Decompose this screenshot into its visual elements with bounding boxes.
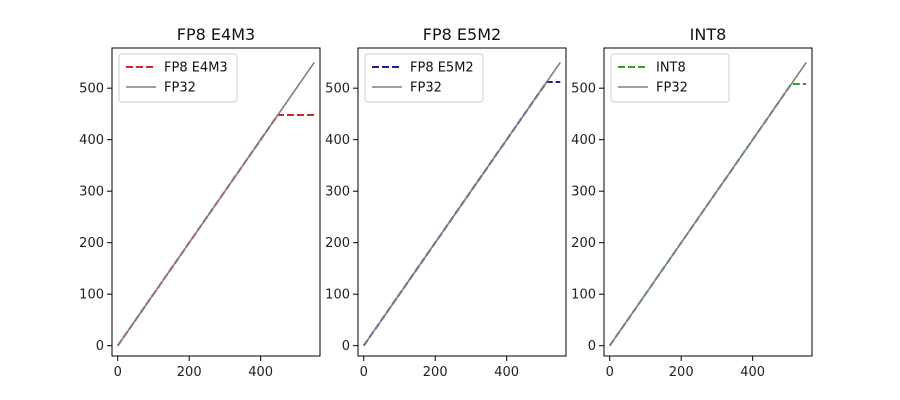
legend-label: FP32	[410, 81, 442, 96]
panel-title: FP8 E5M2	[423, 25, 501, 44]
y-tick-label: 0	[96, 339, 104, 354]
legend-label: FP8 E5M2	[410, 61, 474, 76]
chart-panel-1: FP8 E4M3 0 200 400 0 100 200 300 400 500 FP8 E4M3 F…	[79, 25, 321, 380]
x-tick-label: 200	[669, 365, 694, 380]
y-tick-label: 0	[342, 339, 350, 354]
x-tick-label: 200	[423, 365, 448, 380]
axes-frame	[111, 47, 321, 357]
panel-title: FP8 E4M3	[177, 25, 255, 44]
x-tick-label: 400	[248, 365, 273, 380]
y-tick-label: 300	[79, 185, 104, 200]
y-tick-label: 200	[571, 236, 596, 251]
y-tick-label: 400	[571, 133, 596, 148]
legend-label: FP8 E4M3	[164, 61, 228, 76]
y-tick-label: 500	[571, 82, 596, 97]
legend-label: INT8	[656, 61, 686, 76]
chart-panel-3: INT8 0 200 400 0 100 200 300 400 500 INT8 FP32	[571, 25, 813, 380]
x-tick-label: 0	[114, 365, 122, 380]
x-tick-label: 400	[740, 365, 765, 380]
series-line-fp32	[609, 61, 807, 347]
x-tick-label: 400	[494, 365, 519, 380]
legend-label: FP32	[164, 81, 196, 96]
y-tick-label: 300	[571, 185, 596, 200]
axes-frame	[603, 47, 813, 357]
y-tick-label: 100	[571, 288, 596, 303]
legend-label: FP32	[656, 81, 688, 96]
y-tick-label: 200	[79, 236, 104, 251]
y-tick-label: 0	[588, 339, 596, 354]
y-tick-label: 500	[325, 82, 350, 97]
x-tick-label: 200	[177, 365, 202, 380]
y-tick-label: 200	[325, 236, 350, 251]
y-tick-label: 300	[325, 185, 350, 200]
y-tick-label: 100	[325, 288, 350, 303]
series-line-fp32	[363, 61, 561, 347]
y-tick-label: 100	[79, 288, 104, 303]
panel-title: INT8	[690, 25, 727, 44]
axes-frame	[357, 47, 567, 357]
chart-panel-2: FP8 E5M2 0 200 400 0 100 200 300 400 500 FP8 E5M2 F…	[325, 25, 567, 380]
x-tick-label: 0	[360, 365, 368, 380]
y-tick-label: 400	[325, 133, 350, 148]
y-tick-label: 400	[79, 133, 104, 148]
y-tick-label: 500	[79, 82, 104, 97]
series-line-fp32	[117, 61, 315, 347]
x-tick-label: 0	[606, 365, 614, 380]
